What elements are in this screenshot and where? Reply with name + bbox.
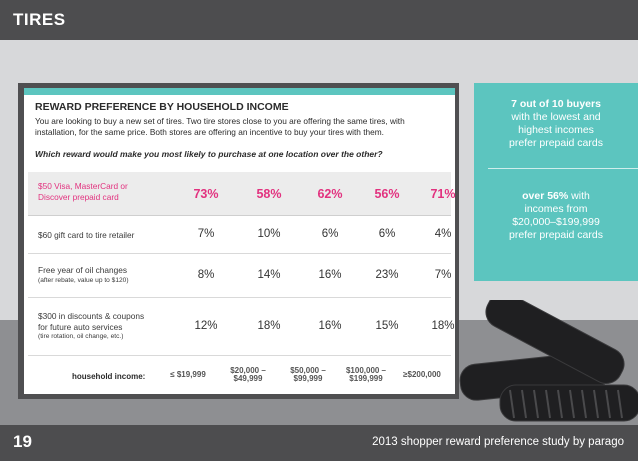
- table-row: $50 Visa, MasterCard or Discover prepaid…: [28, 172, 456, 216]
- table-cell: 58%: [256, 187, 282, 201]
- table-cell: 6%: [321, 228, 339, 240]
- page-number: 19: [13, 432, 32, 451]
- row-label: $300 in discounts & coupons for future a…: [38, 311, 144, 343]
- callout-divider: [488, 168, 638, 169]
- survey-card: [24, 88, 455, 394]
- row-label-line: Discover prepaid card: [38, 191, 119, 202]
- table-cell: 7%: [434, 269, 452, 281]
- callout-line: with the lowest and: [511, 111, 601, 123]
- table-cell: 15%: [375, 320, 399, 332]
- income-bracket: ≤ $19,999: [158, 362, 218, 388]
- row-label-line: for future auto services: [38, 321, 123, 332]
- section-title: TIRES: [13, 10, 66, 29]
- table-cell: 71%: [430, 187, 456, 201]
- callout-highlight: over 56%: [522, 190, 569, 202]
- income-line: $199,999: [349, 374, 383, 383]
- table-cell: 7%: [197, 228, 215, 240]
- table-cell: 4%: [434, 228, 452, 240]
- callout-panel: [474, 83, 638, 281]
- table-row: Free year of oil changes (after rebate, …: [28, 254, 451, 298]
- tire-icon: [459, 300, 638, 422]
- income-bracket: $20,000 – $49,999: [218, 362, 278, 388]
- callout-line: prefer prepaid cards: [509, 229, 603, 241]
- row-label: Free year of oil changes (after rebate, …: [38, 265, 129, 286]
- table-cell: 23%: [375, 269, 399, 281]
- callout-highlight: 7 out of 10 buyers: [511, 98, 601, 110]
- table-cell: 56%: [374, 187, 400, 201]
- callout-line: incomes from: [524, 203, 588, 215]
- income-line: $20,000 –: [230, 365, 266, 375]
- callout-line: $20,000–$199,999: [512, 216, 600, 228]
- table-cell: 6%: [378, 228, 396, 240]
- table-row: $300 in discounts & coupons for future a…: [28, 298, 455, 356]
- table-cell: 62%: [317, 187, 343, 201]
- callout-line: with: [571, 190, 590, 202]
- tire-stack-illustration: [459, 300, 638, 422]
- callout-prepaid-middle: over 56% with incomes from $20,000–$199,…: [477, 190, 635, 242]
- table-cell: 12%: [194, 320, 218, 332]
- income-line: ≤ $19,999: [170, 369, 206, 379]
- row-label: $60 gift card to tire retailer: [38, 230, 135, 240]
- income-line: $100,000 –: [345, 365, 387, 375]
- row-label-line: $300 in discounts & coupons: [38, 311, 145, 321]
- table-cell: 18%: [431, 320, 455, 332]
- income-bracket: ≥$200,000: [392, 362, 452, 388]
- footer-text: 2013 shopper reward preference study by …: [372, 436, 624, 448]
- table-row: $60 gift card to tire retailer 7% 10% 6%…: [28, 216, 451, 254]
- row-label-sub: (after rebate, value up to $120): [38, 276, 129, 284]
- footer-bar: [0, 425, 638, 461]
- table-cell: 16%: [318, 320, 342, 332]
- income-line: ≥$200,000: [403, 369, 441, 379]
- table-cell: 10%: [257, 228, 281, 240]
- income-line: $99,999: [293, 374, 323, 383]
- header-bar: [0, 0, 638, 40]
- card-accent-stripe: [24, 88, 455, 95]
- table-cell: 73%: [193, 187, 219, 201]
- card-intro: You are looking to buy a new set of tire…: [35, 116, 405, 137]
- table-cell: 16%: [318, 269, 342, 281]
- income-line: $49,999: [233, 374, 263, 383]
- row-label-line: Free year of oil changes: [38, 265, 128, 275]
- income-axis-label: household income:: [72, 372, 146, 381]
- callout-line: prefer prepaid cards: [509, 137, 603, 149]
- table-cell: 14%: [257, 269, 281, 281]
- row-label: $50 Visa, MasterCard or Discover prepaid…: [38, 181, 128, 202]
- callout-line: highest incomes: [518, 124, 594, 136]
- card-title: REWARD PREFERENCE BY HOUSEHOLD INCOME: [35, 101, 289, 113]
- row-label-line: $50 Visa, MasterCard or: [38, 181, 128, 191]
- table-cell: 8%: [197, 269, 215, 281]
- table-cell: 18%: [257, 320, 281, 332]
- card-question: Which reward would make you most likely …: [35, 149, 383, 159]
- income-bracket: $50,000 – $99,999: [278, 362, 338, 388]
- row-label-sub: (tire rotation, oil change, etc.): [38, 333, 124, 340]
- callout-prepaid-extremes: 7 out of 10 buyers with the lowest and h…: [477, 98, 635, 150]
- income-bracket: $100,000 – $199,999: [336, 362, 396, 388]
- income-line: $50,000 –: [290, 365, 326, 375]
